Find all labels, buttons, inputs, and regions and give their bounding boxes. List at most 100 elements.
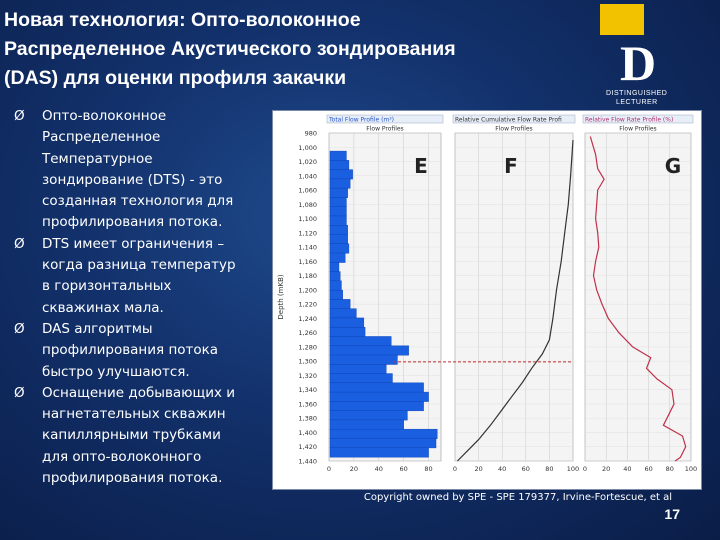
panel-plot-area: [584, 132, 692, 462]
x-tick-label: 20: [474, 465, 482, 473]
x-tick-label: 60: [522, 465, 530, 473]
panel-header-box: [452, 114, 576, 124]
bullet-line: Распределенное: [42, 129, 161, 146]
slide-title-line: Распределенное Акустического зондировани…: [4, 38, 456, 60]
x-tick-label: 80: [666, 465, 674, 473]
bullet-line: DAS алгоритмы: [42, 320, 153, 337]
flow-bar: [329, 225, 348, 235]
flow-bar: [329, 178, 351, 189]
depth-tick-label: 1,000: [298, 144, 317, 152]
flow-profile-figure: Depth (mKB) 980 1,000 1,020 1,040 1,060 1,080 1…: [272, 110, 702, 490]
bullet-line: DTS имеет ограничения –: [42, 235, 225, 252]
flow-bar: [329, 206, 347, 217]
x-tick-label: 40: [623, 465, 631, 473]
bullet-line: когда разница температур: [42, 257, 236, 274]
depth-tick-label: 1,160: [298, 258, 317, 266]
flow-bar: [329, 419, 404, 430]
x-tick-label: 100: [685, 465, 697, 473]
x-tick-label: 0: [327, 465, 331, 473]
bullet-line: зондирование (DTS) - это: [42, 171, 223, 188]
depth-tick-label: 1,240: [298, 315, 317, 323]
flow-bar: [329, 317, 365, 328]
depth-tick-label: 1,260: [298, 329, 317, 337]
depth-tick-label: 1,200: [298, 286, 317, 294]
flow-bar: [329, 252, 346, 263]
bullet-arrow-icon: Ø: [14, 384, 25, 401]
depth-tick-label: 1,140: [298, 244, 317, 252]
flow-bar: [329, 243, 350, 254]
logo-text-line2: LECTURER: [616, 99, 658, 106]
flow-bar: [329, 336, 392, 347]
bullet-item: Ø DAS алгоритмы профилирования потока бы…: [8, 319, 266, 383]
flow-bar: [329, 299, 351, 310]
flow-bar: [329, 410, 408, 421]
x-tick-label: 20: [350, 465, 358, 473]
flow-bar: [329, 401, 424, 412]
bullet-line: в горизонтальных: [42, 278, 172, 295]
logo-letter: D: [620, 35, 657, 91]
x-tick-label: 100: [567, 465, 579, 473]
panel-subheader: Flow Profiles: [366, 126, 403, 133]
flow-bar: [329, 382, 424, 393]
flow-bar: [329, 438, 437, 449]
panel-header-box: [582, 114, 694, 124]
depth-tick-label: 1,180: [298, 272, 317, 280]
panel-letter: E: [414, 154, 428, 178]
bullet-line: профилирования потока.: [42, 214, 223, 231]
panel-letter: F: [504, 154, 518, 178]
flow-profile-line: [589, 136, 687, 462]
depth-tick-label: 1,040: [298, 172, 317, 180]
flow-bar: [329, 215, 347, 226]
flow-bar: [329, 326, 366, 337]
bullet-line: Оснащение добывающих и: [42, 384, 236, 401]
depth-tick-label: 1,440: [298, 458, 317, 466]
x-tick-label: 60: [644, 465, 652, 473]
flow-bar: [329, 447, 429, 458]
x-tick-label: 80: [545, 465, 553, 473]
panel-header: Relative Cumulative Flow Rate Profi: [455, 117, 562, 124]
depth-tick-label: 1,080: [298, 201, 317, 209]
bullet-line: для опто-волоконного: [42, 448, 202, 465]
panel-plot-area: [454, 132, 574, 462]
flow-bar: [329, 169, 353, 180]
panel-header-box: [326, 114, 444, 124]
panel-header: Total Flow Profile (m³): [328, 117, 394, 124]
flow-bar: [329, 160, 350, 171]
x-tick-label: 40: [375, 465, 383, 473]
flow-bar: [329, 280, 342, 291]
x-tick-label: 0: [453, 465, 457, 473]
bullet-arrow-icon: Ø: [14, 108, 25, 124]
flow-bar: [329, 364, 387, 374]
flow-bar: [329, 197, 347, 208]
depth-tick-label: 1,360: [298, 400, 317, 408]
bullet-line: нагнетательных скважин: [42, 406, 226, 423]
flow-bar: [329, 308, 357, 319]
depth-tick-label: 1,320: [298, 372, 317, 380]
bullet-arrow-icon: Ø: [14, 320, 25, 337]
panel-header: Relative Flow Rate Profile (%): [585, 117, 673, 124]
bullet-line: профилирования потока.: [42, 470, 223, 487]
flow-bar: [329, 187, 348, 198]
flow-bar: [329, 345, 409, 356]
depth-tick-label: 980: [305, 130, 317, 138]
distinguished-lecturer-logo: D DISTINGUISHED LECTURER: [600, 4, 700, 106]
slide-title-line: (DAS) для оценки профиля закачки: [4, 67, 347, 89]
x-tick-label: 0: [583, 465, 587, 473]
bullet-line: капиллярными трубками: [42, 427, 221, 444]
flow-bar: [329, 262, 340, 273]
copyright-caption: Copyright owned by SPE - SPE 179377, Irv…: [363, 492, 672, 503]
depth-tick-label: 1,400: [298, 429, 317, 437]
bullet-item: Ø DTS имеет ограничения – когда разница …: [8, 234, 266, 319]
depth-tick-label: 1,420: [298, 443, 317, 451]
bullet-item: Ø Опто-волоконное Распределенное Темпера…: [8, 106, 266, 234]
depth-tick-label: 1,380: [298, 415, 317, 423]
logo-yellow-square: [600, 4, 644, 35]
flow-bar: [329, 428, 438, 439]
depth-tick-label: 1,060: [298, 187, 317, 195]
bullet-line: Температурное: [42, 150, 153, 167]
depth-tick-label: 1,120: [298, 229, 317, 237]
x-tick-label: 40: [498, 465, 506, 473]
depth-tick-label: 1,340: [298, 386, 317, 394]
flow-bar: [329, 150, 347, 161]
bullet-list: Ø Опто-волоконное Распределенное Темпера…: [8, 106, 266, 489]
